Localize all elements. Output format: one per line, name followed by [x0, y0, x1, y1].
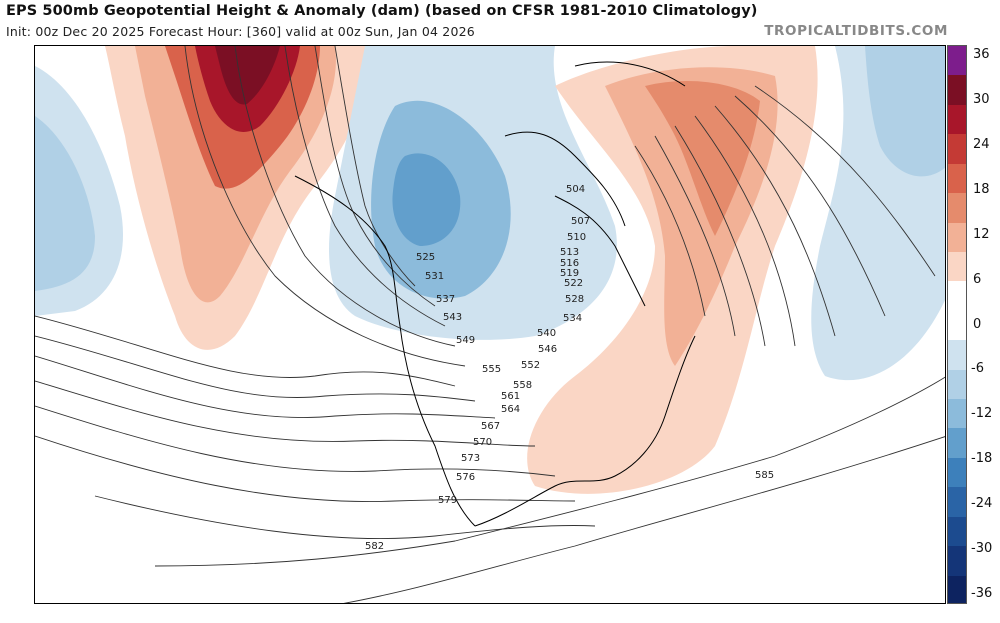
contour-label: 564 [501, 404, 520, 415]
colorbar-tick-label: -24 [971, 496, 993, 512]
colorbar-tick-label: -18 [971, 451, 993, 467]
contour-label: 537 [436, 294, 455, 305]
colorbar-segment [948, 575, 966, 603]
anomaly-negative-west-pacific-core [35, 116, 95, 291]
contour-label: 504 [566, 184, 585, 195]
colorbar-tick-label: -30 [971, 541, 993, 557]
contour-label: 576 [456, 472, 475, 483]
contour-label: 519 [560, 268, 579, 279]
colorbar-segment [948, 457, 966, 488]
colorbar-segment [948, 281, 966, 312]
contour-label: 549 [456, 335, 475, 346]
height-contours [35, 46, 945, 603]
colorbar-segment [948, 546, 966, 577]
contour-label: 558 [513, 380, 532, 391]
anomaly-colorbar [947, 45, 967, 604]
anomaly-positive-alaska-ridge-max [215, 46, 280, 105]
colorbar-tick-label: 18 [973, 181, 990, 197]
map-panel[interactable]: 504 507 510 513 516 519 522 525 528 531 … [34, 45, 946, 604]
contour-label: 540 [537, 328, 556, 339]
colorbar-tick-label: -36 [971, 586, 993, 601]
brand-watermark: TROPICALTIDBITS.COM [764, 23, 948, 39]
contour-label: 585 [755, 470, 774, 481]
colorbar-segment [948, 310, 966, 341]
contour-label: 522 [564, 278, 583, 289]
colorbar-tick-label: -6 [971, 361, 984, 377]
colorbar-tick-label: 36 [973, 47, 990, 62]
contour-label-group: 504 507 510 513 516 519 522 525 528 531 … [365, 184, 774, 552]
contour-label: 507 [571, 216, 590, 227]
contour-label: 555 [482, 364, 501, 375]
colorbar-segment [948, 428, 966, 459]
contour-label: 546 [538, 344, 557, 355]
colorbar-segment [948, 251, 966, 282]
map-title: EPS 500mb Geopotential Height & Anomaly … [6, 3, 758, 19]
contour-label: 570 [473, 437, 492, 448]
colorbar-segment [948, 222, 966, 253]
colorbar-segment [948, 104, 966, 135]
contour-label: 567 [481, 421, 500, 432]
contour-label: 573 [461, 453, 480, 464]
contour-label: 513 [560, 247, 579, 258]
colorbar-tick-label: 30 [973, 91, 990, 107]
colorbar-tick-label: -12 [971, 406, 993, 422]
colorbar-tick-label: 24 [973, 136, 990, 152]
colorbar-tick-label: 0 [973, 316, 982, 332]
colorbar-segment [948, 340, 966, 371]
anomaly-positive-greenland-ridge-core [645, 81, 760, 236]
colorbar-segment [948, 193, 966, 223]
colorbar-segment [948, 75, 966, 106]
contour-label: 516 [560, 258, 579, 269]
contour-label: 528 [565, 294, 584, 305]
contour-label: 534 [563, 313, 582, 324]
colorbar-segment [948, 516, 966, 547]
contour-label: 525 [416, 252, 435, 263]
contour-label: 552 [521, 360, 540, 371]
anomaly-negative-atlantic-mid [865, 46, 945, 177]
contour-label: 561 [501, 391, 520, 402]
contour-label: 543 [443, 312, 462, 323]
map-subtitle: Init: 00z Dec 20 2025 Forecast Hour: [36… [6, 24, 475, 39]
colorbar-segment [948, 369, 966, 400]
map-canvas: 504 507 510 513 516 519 522 525 528 531 … [35, 46, 945, 603]
coastlines [294, 61, 696, 527]
anomaly-negative-canada-trough-core [392, 153, 461, 246]
contour-label: 531 [425, 271, 444, 282]
colorbar-segment [948, 487, 966, 518]
colorbar-tick-label: 6 [973, 271, 982, 287]
colorbar-segment [948, 163, 966, 194]
contour-label: 579 [438, 495, 457, 506]
colorbar-segment [948, 134, 966, 165]
contour-label: 510 [567, 232, 586, 243]
colorbar-segment [948, 399, 966, 429]
colorbar-tick-label: 12 [973, 226, 990, 242]
contour-label: 582 [365, 541, 384, 552]
colorbar-segment [948, 46, 966, 76]
